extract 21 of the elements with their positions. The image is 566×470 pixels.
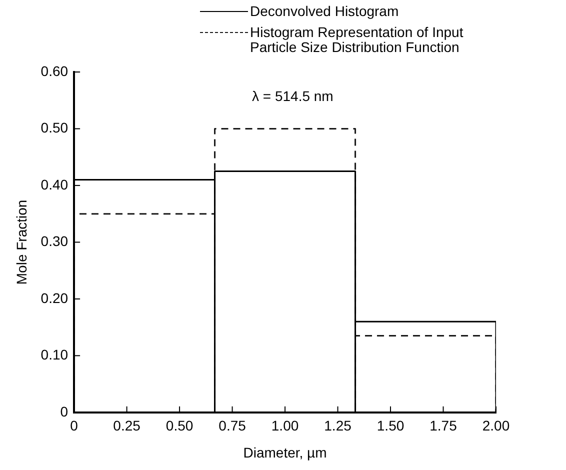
y-axis-title: Mole Fraction — [13, 200, 30, 285]
legend-label: Deconvolved Histogram — [250, 3, 399, 19]
x-tick-label: 0.50 — [166, 418, 194, 434]
x-tick-label: 1.25 — [324, 418, 352, 434]
x-tick-label: 0.25 — [113, 418, 141, 434]
y-tick-label: 0.40 — [40, 176, 68, 192]
x-tick-label: 2.00 — [482, 418, 510, 434]
x-tick-label: 1.75 — [430, 418, 458, 434]
y-tick-label: 0.30 — [40, 233, 68, 250]
x-tick-label: 1.00 — [271, 418, 299, 434]
y-tick-label: 0 — [60, 403, 68, 420]
y-tick-label: 0.10 — [40, 346, 68, 363]
legend-label: Histogram Representation of Input Particle Size Distribution Function — [250, 24, 464, 55]
x-tick-label: 0.75 — [218, 418, 246, 434]
x-tick-label: 0 — [70, 418, 78, 434]
annotation: λ = 514.5 nm — [252, 88, 334, 104]
y-tick-label: 0.20 — [40, 290, 68, 306]
x-axis-title: Diameter, µm — [243, 444, 327, 460]
y-tick-label: 0.60 — [40, 62, 68, 79]
x-tick-label: 1.50 — [376, 418, 404, 434]
y-tick-label: 0.50 — [40, 120, 68, 136]
